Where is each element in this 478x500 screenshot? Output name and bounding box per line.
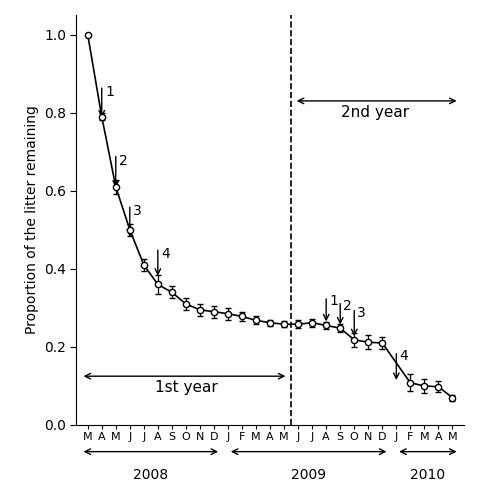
Text: 4: 4 [399, 349, 408, 363]
Y-axis label: Proportion of the litter remaining: Proportion of the litter remaining [24, 106, 39, 334]
Text: 4: 4 [162, 248, 170, 262]
Text: 2008: 2008 [133, 468, 168, 482]
Text: 1: 1 [105, 86, 114, 100]
Text: 1st year: 1st year [154, 380, 217, 395]
Text: 3: 3 [133, 204, 142, 218]
Text: 2009: 2009 [291, 468, 326, 482]
Text: 2: 2 [343, 300, 352, 314]
Text: 2010: 2010 [410, 468, 445, 482]
Text: 3: 3 [357, 306, 366, 320]
Text: 1: 1 [329, 294, 338, 308]
Text: 2: 2 [120, 154, 128, 168]
Text: 2nd year: 2nd year [341, 105, 409, 120]
